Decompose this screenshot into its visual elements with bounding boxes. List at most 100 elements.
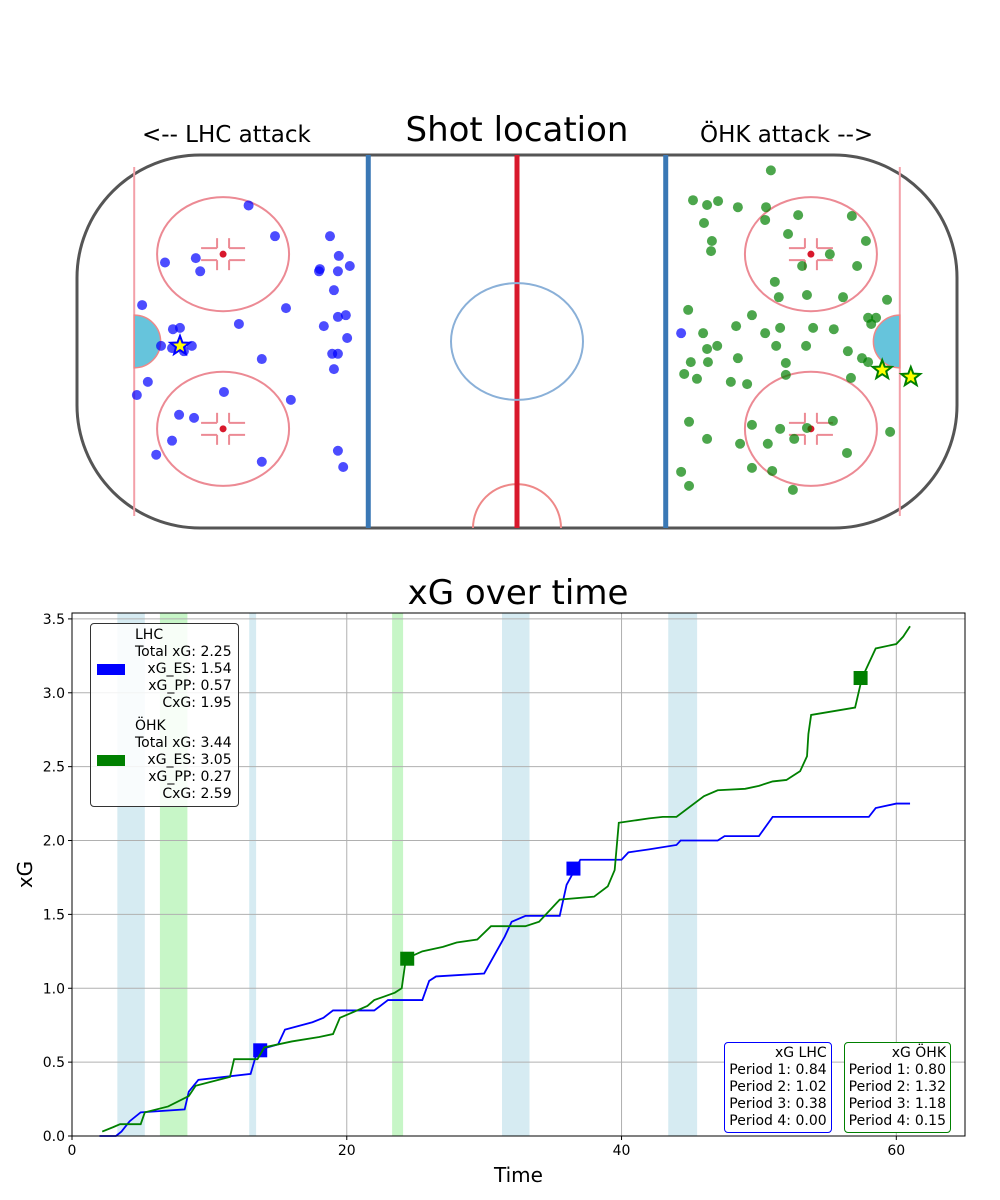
shot-ohk xyxy=(827,415,838,426)
shot-ohk xyxy=(885,426,896,437)
shot-ohk xyxy=(808,322,819,333)
shot-ohk xyxy=(783,228,794,239)
x-axis-label: Time xyxy=(493,1163,543,1187)
shot-ohk xyxy=(838,292,849,303)
goal-star-ohk xyxy=(869,357,895,381)
shot-ohk xyxy=(769,276,780,287)
lhc-attack-label: <-- LHC attack xyxy=(142,122,311,148)
shot-ohk xyxy=(789,433,800,444)
shot-ohk xyxy=(860,236,871,247)
period-value: Period 2: 1.02 xyxy=(729,1079,827,1095)
shot-lhc xyxy=(160,257,170,268)
faceoff-circle xyxy=(743,196,878,313)
y-tick-label: 1.0 xyxy=(43,981,65,997)
shot-ohk xyxy=(801,340,812,351)
y-axis-label: xG xyxy=(13,861,37,888)
shot-ohk xyxy=(775,423,786,434)
shot-lhc xyxy=(332,348,343,359)
legend-ohk: ÖHK Total xG: 3.44 xG_ES: 3.05 xG_PP: 0.… xyxy=(135,718,232,803)
shot-lhc xyxy=(156,340,167,351)
shot-lhc xyxy=(340,310,351,321)
period-boxes: xG LHC Period 1: 0.84 Period 2: 1.02 Per… xyxy=(724,1042,951,1133)
shot-ohk xyxy=(699,218,709,229)
shot-ohk xyxy=(852,261,863,272)
shot-lhc xyxy=(195,266,206,277)
shot-lhc xyxy=(332,266,343,277)
shot-ohk xyxy=(712,340,723,351)
powerplay-band-lhc xyxy=(502,613,530,1136)
shot-lhc xyxy=(218,386,229,397)
powerplay-band-lhc xyxy=(249,613,257,1136)
shot-lhc xyxy=(233,318,244,329)
faceoff-dot xyxy=(807,250,815,258)
faceoff-dot xyxy=(219,425,227,433)
shot-ohk xyxy=(684,416,695,427)
shot-ohk xyxy=(684,480,695,491)
y-tick-label: 1.5 xyxy=(43,907,65,923)
shot-ohk xyxy=(760,214,771,225)
period-box-lhc: xG LHC Period 1: 0.84 Period 2: 1.02 Per… xyxy=(724,1042,832,1133)
y-tick-label: 2.5 xyxy=(43,760,65,776)
shot-lhc xyxy=(328,285,339,296)
shot-lhc xyxy=(338,462,349,473)
shot-lhc xyxy=(189,412,200,423)
shot-lhc xyxy=(270,231,280,242)
shot-lhc xyxy=(332,311,343,322)
period-value: Period 3: 0.38 xyxy=(729,1096,827,1112)
goal-marker-ohk xyxy=(400,951,415,966)
legend-text: LHC xyxy=(135,627,164,643)
shot-ohk xyxy=(676,466,687,477)
shot-ohk xyxy=(762,438,773,449)
y-tick-label: 0.0 xyxy=(43,1129,65,1145)
goal-star-ohk xyxy=(898,364,924,388)
powerplay-band-ohk xyxy=(392,613,404,1136)
shot-lhc xyxy=(167,435,178,446)
goal-star-lhc xyxy=(167,333,193,357)
shot-lhc xyxy=(174,409,185,420)
y-tick-label: 0.5 xyxy=(43,1055,65,1071)
shot-ohk xyxy=(731,321,742,332)
shot-ohk xyxy=(691,373,702,384)
shot-ohk xyxy=(683,304,694,315)
rink-plot xyxy=(75,153,959,530)
faceoff-circle xyxy=(156,370,291,487)
shot-ohk xyxy=(746,462,757,473)
shot-lhc xyxy=(256,456,267,467)
faceoff-circle xyxy=(743,370,878,487)
shot-ohk xyxy=(793,210,804,221)
period-title: xG LHC xyxy=(774,1045,827,1061)
shot-ohk xyxy=(742,379,753,390)
shot-ohk xyxy=(828,324,839,335)
legend-swatch-ohk xyxy=(97,755,125,766)
shot-ohk xyxy=(702,357,713,368)
shot-ohk xyxy=(698,328,709,339)
faceoff-dot xyxy=(219,250,227,258)
shot-ohk xyxy=(688,195,698,206)
x-tick-label: 40 xyxy=(613,1143,631,1159)
legend-text: ÖHK xyxy=(135,718,166,734)
x-tick-label: 0 xyxy=(68,1143,77,1159)
period-box-ohk: xG ÖHK Period 1: 0.80 Period 2: 1.32 Per… xyxy=(843,1042,951,1133)
legend-text: xG_ES: 3.05 xyxy=(147,752,232,768)
powerplay-band-lhc xyxy=(668,613,698,1136)
faceoff-circle xyxy=(156,196,291,313)
legend-text: xG_PP: 0.27 xyxy=(148,769,232,785)
shot-lhc xyxy=(151,449,162,460)
shot-lhc xyxy=(328,364,339,375)
shot-ohk xyxy=(824,249,835,260)
period-value: Period 1: 0.80 xyxy=(848,1062,946,1078)
shot-ohk xyxy=(842,346,853,357)
xg-title: xG over time xyxy=(407,573,629,613)
shot-ohk xyxy=(801,289,812,300)
legend-swatch-lhc xyxy=(97,664,125,675)
shot-lhc xyxy=(190,253,201,264)
legend-lhc: LHC Total xG: 2.25 xG_ES: 1.54 xG_PP: 0.… xyxy=(135,627,232,712)
shot-lhc xyxy=(332,445,343,456)
shot-lhc xyxy=(325,231,335,242)
shot-ohk xyxy=(787,484,798,495)
y-tick-label: 3.0 xyxy=(43,686,65,702)
period-value: Period 4: 0.00 xyxy=(729,1113,827,1129)
x-tick-label: 60 xyxy=(887,1143,905,1159)
legend-text: CxG: 2.59 xyxy=(162,786,232,802)
